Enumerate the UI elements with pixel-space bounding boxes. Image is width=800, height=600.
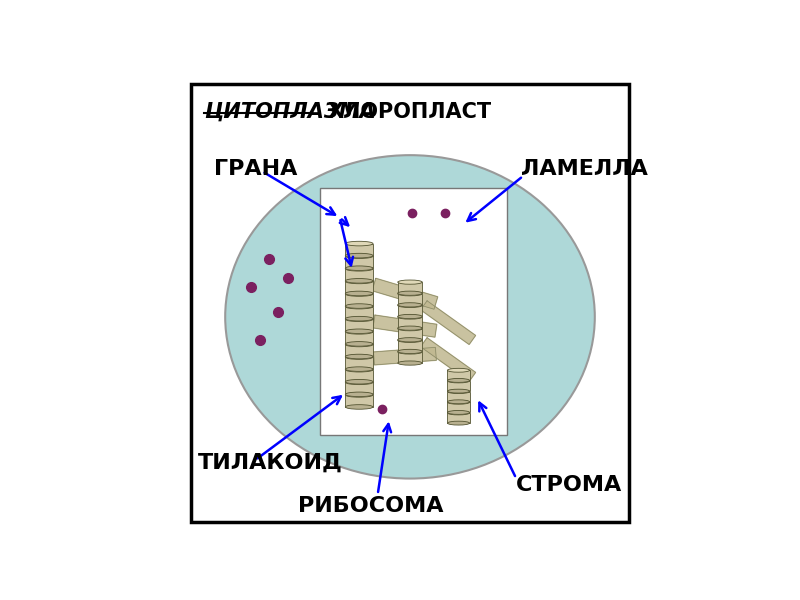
Ellipse shape [398,292,422,296]
Ellipse shape [346,291,373,296]
Ellipse shape [398,350,422,354]
Ellipse shape [447,421,470,425]
Ellipse shape [346,354,373,359]
Bar [398,352,422,363]
Ellipse shape [346,341,373,346]
Bar [447,381,470,391]
Ellipse shape [346,329,373,334]
Ellipse shape [447,410,470,415]
Bar [346,256,373,268]
Bar [447,413,470,423]
Bar [447,392,470,402]
Bar [346,382,373,394]
Ellipse shape [447,379,470,383]
Bar [346,294,373,306]
Ellipse shape [398,338,422,342]
Ellipse shape [346,379,373,384]
Ellipse shape [346,329,373,334]
Ellipse shape [447,379,470,382]
Ellipse shape [346,392,373,397]
Ellipse shape [398,303,422,308]
Polygon shape [421,301,475,344]
Ellipse shape [346,317,373,322]
Ellipse shape [346,380,373,385]
Bar [447,402,470,412]
Ellipse shape [346,342,373,347]
Bar [398,282,422,293]
Ellipse shape [398,361,422,365]
Bar [398,329,422,340]
Ellipse shape [447,400,470,404]
Ellipse shape [398,326,422,330]
Ellipse shape [346,367,373,372]
Bar [398,340,422,352]
Ellipse shape [447,411,470,415]
Polygon shape [372,278,438,309]
Ellipse shape [398,315,422,319]
Bar [346,307,373,319]
Ellipse shape [346,355,373,359]
Ellipse shape [346,292,373,296]
Bar [346,269,373,281]
Text: ХЛОРОПЛАСТ: ХЛОРОПЛАСТ [328,102,492,122]
Ellipse shape [447,389,470,393]
Ellipse shape [346,304,373,309]
Ellipse shape [346,392,373,397]
Text: РИБОСОМА: РИБОСОМА [298,496,443,516]
Polygon shape [421,338,475,382]
Ellipse shape [346,316,373,321]
Ellipse shape [226,155,594,479]
Ellipse shape [346,253,373,258]
Ellipse shape [346,304,373,308]
Bar [346,319,373,331]
Ellipse shape [346,279,373,284]
Ellipse shape [346,254,373,259]
Ellipse shape [346,278,373,283]
Ellipse shape [346,367,373,371]
Ellipse shape [398,326,422,331]
Text: СТРОМА: СТРОМА [516,475,622,496]
Ellipse shape [346,266,373,271]
Bar [346,244,373,256]
Bar [320,187,507,434]
Ellipse shape [398,314,422,319]
Ellipse shape [346,266,373,271]
Ellipse shape [398,349,422,353]
Ellipse shape [447,368,470,372]
Text: ГРАНА: ГРАНА [214,159,297,179]
Text: ТИЛАКОИД: ТИЛАКОИД [198,452,342,472]
Bar [346,344,373,356]
Bar [398,294,422,305]
Bar [447,370,470,380]
Ellipse shape [398,303,422,307]
Ellipse shape [398,291,422,295]
Bar [398,305,422,316]
Ellipse shape [447,389,470,394]
Bar [346,281,373,293]
Ellipse shape [346,241,373,246]
Bar [346,357,373,369]
Bar [346,395,373,407]
Bar [346,370,373,382]
Ellipse shape [398,280,422,284]
Polygon shape [373,315,437,337]
Bar [398,317,422,328]
Ellipse shape [398,338,422,343]
Ellipse shape [447,400,470,404]
Text: ЦИТОПЛАЗМА: ЦИТОПЛАЗМА [205,102,376,122]
Bar [346,332,373,344]
Ellipse shape [346,404,373,409]
Polygon shape [374,347,436,365]
Text: ЛАМЕЛЛА: ЛАМЕЛЛА [521,159,648,179]
